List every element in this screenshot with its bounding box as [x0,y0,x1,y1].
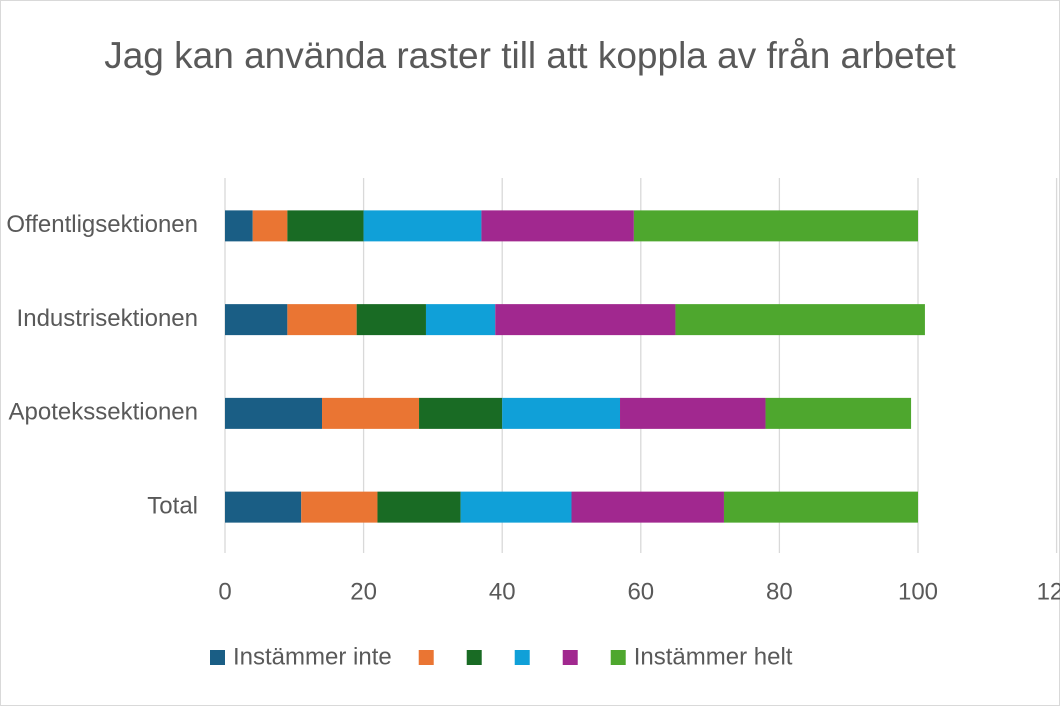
y-tick-label: Industrisektionen [17,305,198,332]
bar-segment [287,210,364,242]
y-tick-label: Offentligsektionen [6,211,198,238]
bar-segment [363,210,482,242]
bar-segment [301,491,378,523]
x-tick-label: 0 [218,578,231,605]
x-tick-label: 20 [350,578,377,605]
legend-swatch [514,650,530,665]
bar-segment [225,491,302,523]
bar-segment [723,491,918,523]
legend-swatch [210,650,225,665]
bar-segment [419,397,503,429]
y-tick-label: Apotekssektionen [9,399,198,426]
bar-segment [495,304,676,336]
x-tick-label: 60 [627,578,654,605]
x-tick-label: 80 [766,578,793,605]
bar-segment [765,397,912,429]
x-tick-label: 40 [489,578,516,605]
bar-segment [571,491,724,523]
bar-segment [225,397,323,429]
x-tick-label: 100 [898,578,938,605]
bar-segment [252,210,288,242]
bar-segment [633,210,918,242]
legend-swatch [466,650,482,665]
bar-segment [287,304,357,336]
bar-segment [460,491,572,523]
bar-segment [620,397,766,429]
bar-segment [356,304,426,336]
bar-segment [322,397,420,429]
bar-segment [675,304,925,336]
y-tick-label: Total [147,492,198,519]
legend-label: Instämmer helt [634,643,793,670]
legend-swatch [418,650,434,665]
bar-segment [425,304,496,336]
bar-segment [225,304,288,336]
bar-segment [481,210,634,242]
legend-label: Instämmer inte [233,643,392,670]
legend-swatch [562,650,578,665]
bar-segment [377,491,461,523]
bar-segment [502,397,621,429]
legend-swatch [610,650,626,665]
chart-title: Jag kan använda raster till att koppla a… [104,35,956,76]
bar-segment [225,210,253,242]
x-tick-label: 120 [1037,578,1060,605]
